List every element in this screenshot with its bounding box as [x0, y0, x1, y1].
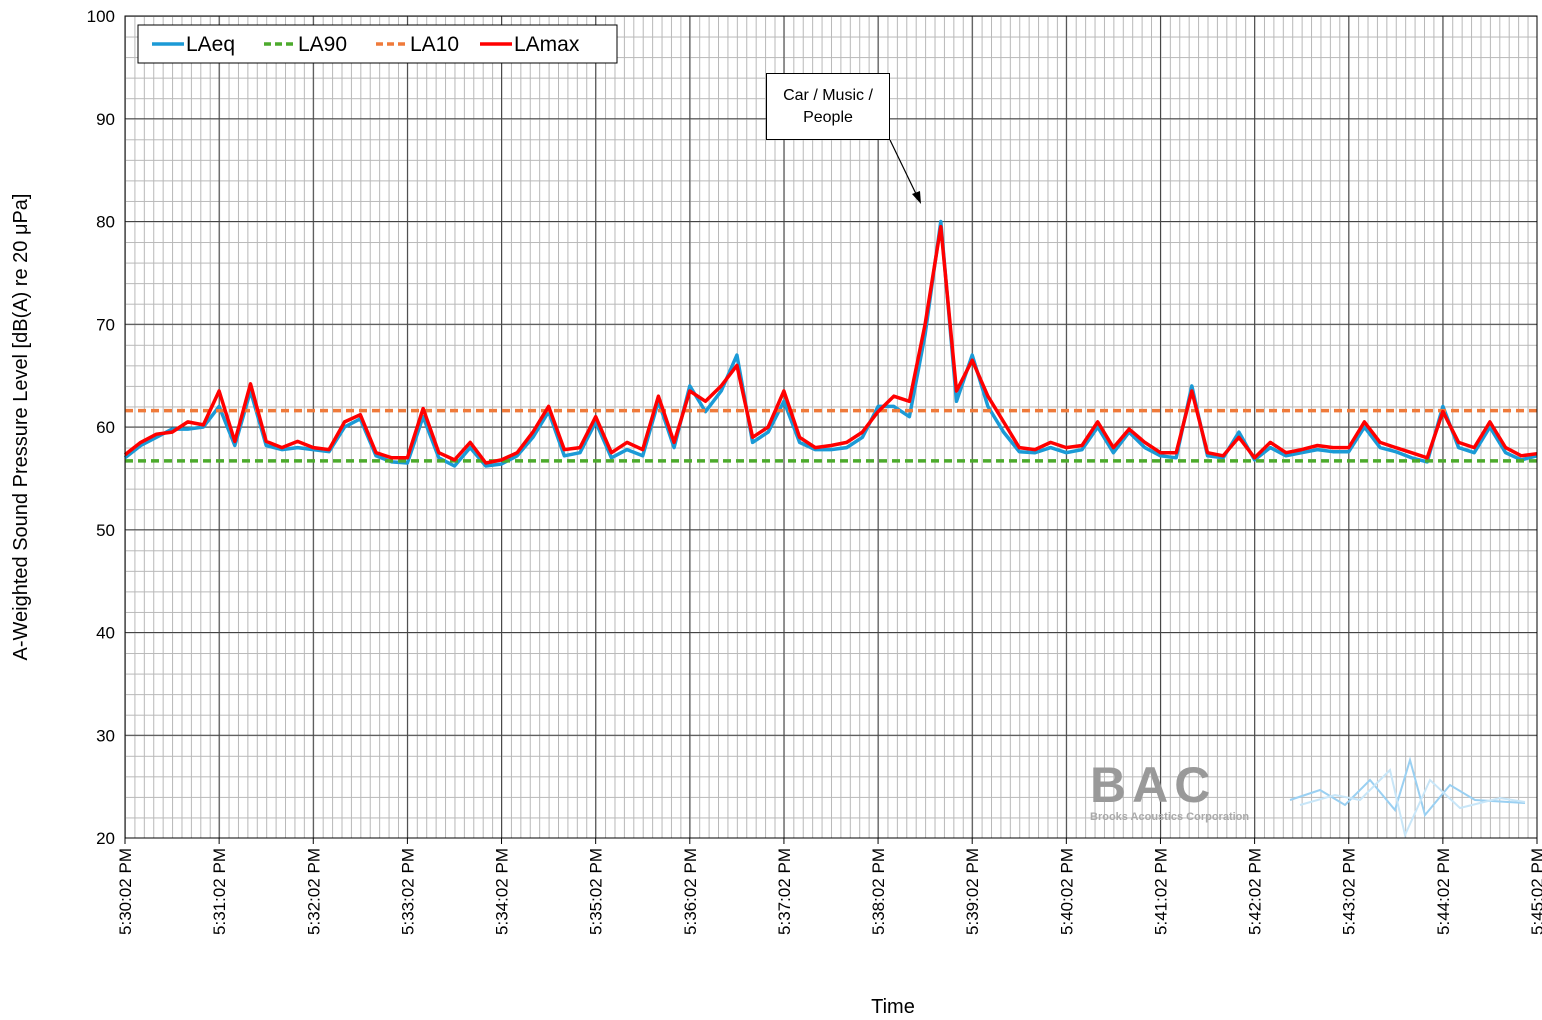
y-tick-label: 20	[96, 829, 115, 848]
y-tick-label: 80	[96, 213, 115, 232]
logo: BAC Brooks Acoustics Corporation	[1090, 756, 1526, 839]
logo-subtitle: Brooks Acoustics Corporation	[1090, 811, 1249, 823]
x-tick-label: 5:42:02 PM	[1246, 848, 1265, 935]
x-tick-label: 5:35:02 PM	[587, 848, 606, 935]
y-tick-label: 60	[96, 418, 115, 437]
y-tick-label: 100	[87, 7, 115, 26]
y-tick-label: 40	[96, 624, 115, 643]
logo-text: BAC	[1090, 757, 1216, 813]
logo-wave	[1289, 756, 1526, 818]
legend-label: LA10	[410, 33, 459, 56]
logo-wave	[1299, 768, 1526, 839]
x-tick-label: 5:30:02 PM	[116, 848, 135, 935]
x-tick-label: 5:36:02 PM	[681, 848, 700, 935]
x-tick-label: 5:43:02 PM	[1340, 848, 1359, 935]
legend-label: LA90	[298, 33, 347, 56]
legend-label: LAmax	[514, 33, 580, 56]
x-tick-label: 5:31:02 PM	[210, 848, 229, 935]
y-tick-label: 30	[96, 726, 115, 745]
annotation-arrowhead	[912, 191, 921, 204]
x-tick-label: 5:44:02 PM	[1434, 848, 1453, 935]
y-tick-label: 90	[96, 110, 115, 129]
x-tick-label: 5:45:02 PM	[1528, 848, 1542, 935]
x-axis-title: Time	[871, 996, 915, 1018]
series-line	[123, 224, 1538, 465]
y-tick-label: 50	[96, 521, 115, 540]
x-tick-label: 5:38:02 PM	[869, 848, 888, 935]
legend: LAeq LA90 LA10 LAmax	[137, 24, 618, 64]
x-tick-label: 5:32:02 PM	[304, 848, 323, 935]
annotation: Car / Music / People	[766, 73, 890, 140]
x-tick-label: 5:41:02 PM	[1151, 848, 1170, 935]
legend-label: LAeq	[186, 33, 235, 56]
plot-frame	[124, 15, 1538, 839]
x-tick-label: 5:37:02 PM	[775, 848, 794, 935]
annotation-arrow	[889, 139, 919, 199]
x-tick-label: 5:39:02 PM	[963, 848, 982, 935]
x-tick-label: 5:40:02 PM	[1057, 848, 1076, 935]
x-tick-label: 5:33:02 PM	[398, 848, 417, 935]
x-tick-label: 5:34:02 PM	[493, 848, 512, 935]
y-axis-title: A-Weighted Sound Pressure Level [dB(A) r…	[10, 194, 32, 661]
y-tick-label: 70	[96, 315, 115, 334]
